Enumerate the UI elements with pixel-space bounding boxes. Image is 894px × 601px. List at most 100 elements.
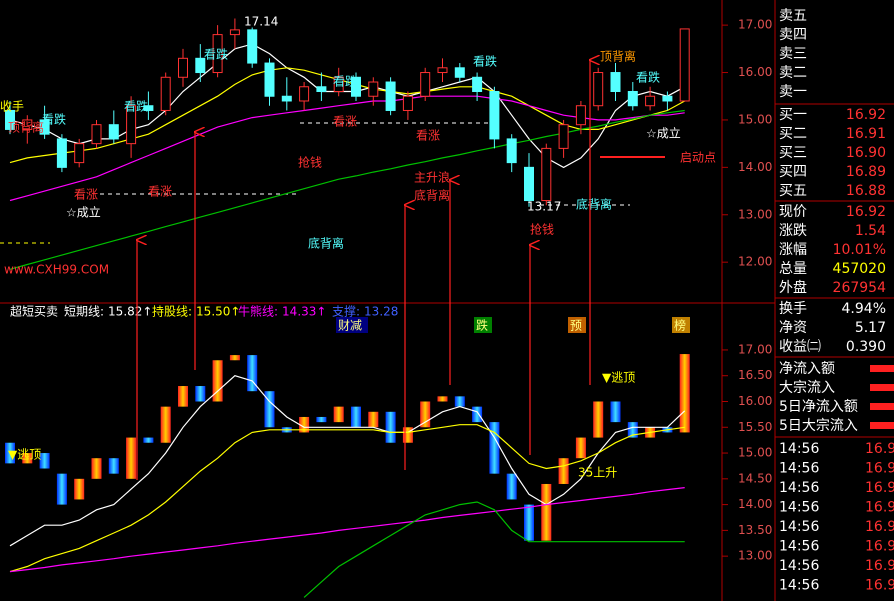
candle-body [420, 72, 431, 97]
panel-value: 16.92 [846, 204, 886, 220]
candle-body [558, 124, 569, 149]
legend-value: 13.28 [364, 305, 398, 319]
candle-body [385, 81, 396, 111]
indicator-bar [333, 406, 344, 423]
panel-value: 16.92 [846, 107, 886, 123]
y-tick-label: 14.50 [738, 471, 772, 485]
indicator-bar [316, 416, 327, 423]
panel-label: 14:56 [779, 578, 819, 594]
candle-body [489, 91, 500, 140]
indicator-line [9, 424, 685, 573]
y-tick-label: 12.00 [738, 255, 772, 269]
candle-body [627, 91, 638, 107]
panel-label: 14:56 [779, 519, 819, 535]
candle-body [662, 95, 673, 102]
candle-body [333, 76, 344, 93]
annotation: 底背离 [414, 188, 450, 203]
indicator-bar [541, 483, 552, 541]
indicator-bar [91, 458, 102, 479]
indicator-bar [299, 416, 310, 433]
annotation: 看涨 [148, 184, 172, 199]
flow-bar [870, 422, 894, 429]
indicator-bar [22, 453, 33, 464]
legend-name: 牛熊线: [238, 304, 278, 319]
panel-value: 5.17 [855, 320, 886, 336]
y-tick-label: 16.00 [738, 65, 772, 79]
annotation: 看跌 [204, 47, 228, 62]
candle-body [299, 86, 310, 102]
panel-label: 5日净流入额 [779, 399, 858, 415]
y-tick-label: 13.00 [738, 207, 772, 221]
panel-label: 14:56 [779, 539, 819, 555]
annotation: ▼逃顶 [602, 371, 635, 385]
indicator-line [9, 95, 685, 202]
panel-value: 457020 [833, 261, 886, 277]
indicator-bar [454, 396, 465, 407]
annotation: 启动点 [680, 151, 716, 165]
panel-label: 涨幅 [779, 242, 807, 258]
flow-bar [870, 384, 894, 391]
candle-body [506, 138, 517, 164]
panel-value: 16.91 [846, 126, 886, 142]
y-tick-label: 13.50 [738, 523, 772, 537]
annotation: 看涨 [416, 128, 440, 143]
indicator-bar [558, 458, 569, 484]
panel-value: 4.94% [842, 301, 886, 317]
indicator-line [9, 487, 685, 573]
candle-body [229, 29, 240, 36]
indicator-line [9, 67, 685, 164]
panel-label: 14:56 [779, 461, 819, 477]
candle-body [5, 109, 15, 130]
y-tick-label: 17.00 [738, 18, 772, 32]
indicator-bar [108, 458, 119, 474]
frame [0, 0, 776, 601]
annotation: 看跌 [333, 74, 357, 89]
indicator-bar [679, 354, 690, 433]
annotation: ☆成立 [66, 205, 101, 220]
annotation: 底背离 [308, 236, 344, 251]
guides [0, 122, 665, 244]
panel-value: 10.01% [833, 242, 886, 258]
candle-body [74, 143, 85, 164]
candle-body [679, 28, 690, 102]
indicator-bar [264, 391, 275, 428]
panel-label: 净资 [779, 320, 807, 336]
annotation: 看跌 [636, 70, 660, 85]
annotation: 主升浪 [414, 170, 450, 185]
arrows [137, 60, 590, 480]
indicator-bar [74, 478, 85, 500]
candle-body [472, 76, 483, 93]
panel-label: 现价 [779, 204, 807, 220]
panel-label: 买五 [779, 183, 807, 199]
panel-label: 买一 [779, 107, 807, 123]
candle-body [195, 57, 206, 74]
panel-value: 267954 [833, 280, 887, 296]
indicator-bar [524, 504, 534, 541]
candle-body [281, 95, 292, 102]
candle-body [541, 147, 552, 202]
panel-label: 14:56 [779, 558, 819, 574]
candle-body [454, 67, 465, 78]
signal-tag [568, 317, 586, 333]
indicator-bar [610, 401, 621, 423]
trade-price: 16.9 [865, 461, 894, 477]
indicator-bar [178, 386, 188, 407]
y-tick-label: 13.00 [738, 549, 772, 563]
legend-value: 15.82↑ [108, 305, 152, 319]
panel-label: 净流入额 [779, 361, 835, 377]
y-tick-label: 14.00 [738, 160, 772, 174]
candle-body [160, 76, 171, 111]
legend-name: 持股线: [152, 304, 192, 319]
candle-body [212, 34, 223, 74]
panel-label: 卖四 [779, 27, 807, 43]
indicator-bar [143, 437, 154, 443]
annotation: ☆成立 [646, 126, 681, 141]
indicator-bar [489, 422, 500, 474]
indicator-bar [506, 473, 517, 500]
indicator-bar [56, 473, 67, 505]
indicator-bar [593, 401, 604, 438]
trade-price: 16.9 [865, 558, 894, 574]
panel-label: 换手 [779, 300, 807, 317]
signal-tag-label: 财减 [338, 319, 362, 333]
